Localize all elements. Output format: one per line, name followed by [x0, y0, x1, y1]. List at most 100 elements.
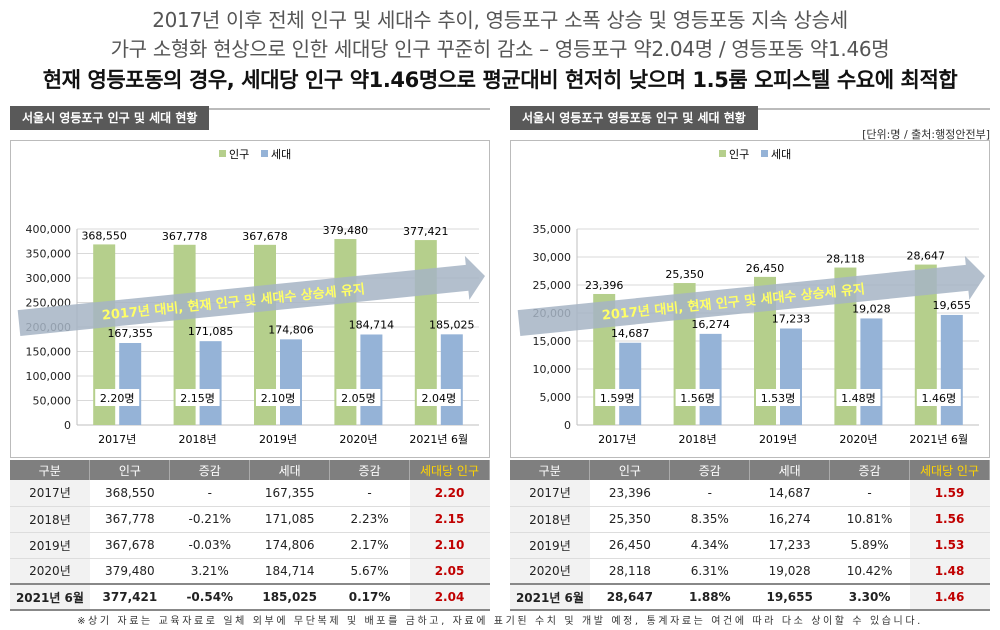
table-cell: 17,233: [749, 532, 830, 559]
bar-households: [780, 328, 802, 425]
bar-households: [440, 334, 463, 425]
table-cell: 367,778: [89, 506, 170, 533]
table-cell: 2018년: [10, 506, 90, 533]
table-cell: 2021년 6월: [510, 583, 590, 611]
data-label-population: 23,396: [585, 279, 624, 292]
table-cell: 6.31%: [669, 558, 750, 585]
y-tick-label: 5,000: [540, 391, 572, 404]
table-cell: -: [829, 480, 910, 507]
legend-swatch-population: [719, 150, 726, 157]
x-tick-label: 2020년: [339, 433, 377, 446]
per-household-cell: 1.46: [909, 583, 990, 611]
table-cell: 28,118: [589, 558, 670, 585]
per-household-cell: 1.59: [909, 480, 990, 507]
table-cell: 2020년: [10, 558, 90, 585]
table-cell: -: [169, 480, 250, 507]
table-cell: 28,647: [589, 583, 670, 611]
disclaimer-footer: ※상기 자료는 교육자료로 일체 외부에 무단복제 및 배포를 금하고, 자료에…: [77, 616, 923, 627]
x-tick-label: 2021년 6월: [909, 433, 968, 446]
data-label-households: 14,687: [611, 327, 650, 340]
table-row: 2019년 367,678 -0.03% 174,806 2.17% 2.10: [10, 532, 490, 559]
table-cell: 185,025: [249, 583, 330, 611]
per-household-cell: 1.56: [909, 506, 990, 533]
unit-source-note: [단위:명 / 출처:행정안전부]: [862, 128, 990, 141]
data-label-households: 19,028: [852, 302, 891, 315]
table-cell: 174,806: [249, 532, 330, 559]
table-header-cell: 세대: [249, 460, 331, 480]
x-tick-label: 2019년: [259, 433, 297, 446]
table-cell: 2.23%: [329, 506, 410, 533]
table-header-cell: 증감: [329, 460, 411, 480]
population-household-chart-gu: 050,000100,000150,000200,000250,000300,0…: [17, 148, 485, 446]
table-cell: 4.34%: [669, 532, 750, 559]
per-household-label: 1.46명: [921, 392, 956, 405]
data-label-population: 377,421: [403, 225, 449, 238]
table-header-cell: 인구: [589, 460, 671, 480]
table-cell: -0.03%: [169, 532, 250, 559]
data-label-households: 185,025: [429, 318, 475, 331]
bar-population: [754, 276, 776, 425]
data-label-population: 25,350: [665, 268, 704, 281]
x-tick-label: 2018년: [679, 433, 717, 446]
trend-arrow-shape: [17, 255, 485, 337]
bar-population: [834, 267, 857, 425]
per-household-box: [95, 389, 140, 406]
stats-table-dong: 구분 인구 증감 세대 증감 세대당 인구 2017년 23,396-14,687-1.59 2…: [510, 460, 990, 611]
bar-households: [199, 341, 222, 425]
data-label-households: 19,655: [933, 299, 972, 312]
table-row: 2017년 368,550-167,355-2.20: [10, 480, 490, 507]
y-tick-label: 15,000: [533, 335, 572, 348]
table-cell: 3.30%: [829, 583, 910, 611]
x-tick-label: 2020년: [839, 433, 877, 446]
table-cell: 379,480: [89, 558, 170, 585]
table-header-cell: 구분: [10, 460, 91, 480]
x-tick-label: 2021년 6월: [409, 433, 468, 446]
bar-households: [699, 333, 722, 425]
table-cell: 1.88%: [669, 583, 750, 611]
bar-population: [93, 244, 116, 425]
data-label-households: 171,085: [188, 325, 234, 338]
data-label-population: 367,778: [162, 230, 208, 243]
panel-yeongdeungpo-dong: 서울시 영등포구 영등포동 인구 및 세대 현황 [단위:명 / 출처:행정안전…: [510, 96, 990, 614]
per-household-label: 1.53명: [761, 392, 796, 405]
table-cell: -0.54%: [169, 583, 250, 611]
table-cell: 16,274: [749, 506, 830, 533]
table-cell: 171,085: [249, 506, 330, 533]
data-label-households: 16,274: [691, 318, 730, 331]
y-tick-label: 0: [64, 419, 71, 432]
data-label-population: 28,647: [907, 250, 946, 263]
table-cell: 167,355: [249, 480, 330, 507]
table-row: 2019년 26,450 4.34% 17,233 5.89% 1.53: [510, 532, 990, 559]
y-tick-label: 25,000: [533, 279, 572, 292]
table-cell: 3.21%: [169, 558, 250, 585]
bar-households: [280, 339, 302, 425]
bar-population: [914, 264, 937, 425]
y-tick-label: 150,000: [26, 346, 72, 359]
headline-line-1: 2017년 이후 전체 인구 및 세대수 추이, 영등포구 소폭 상승 및 영등…: [152, 8, 848, 32]
table-cell: 5.67%: [329, 558, 410, 585]
panel-title: 서울시 영등포구 영등포동 인구 및 세대 현황: [510, 106, 758, 130]
legend-swatch-households: [261, 150, 268, 157]
panel-divider: [10, 108, 490, 110]
trend-arrow: [17, 255, 485, 337]
bar-households: [619, 342, 642, 425]
headline-line-3: 현재 영등포동의 경우, 세대당 인구 약1.46명으로 평균대비 현저히 낮으…: [42, 68, 958, 92]
chart-container: 05,00010,00015,00020,00025,00030,00035,0…: [510, 140, 990, 458]
data-label-population: 26,450: [746, 262, 785, 275]
per-household-box: [836, 389, 881, 406]
per-household-cell: 2.04: [409, 583, 490, 611]
per-household-label: 2.05명: [341, 392, 376, 405]
data-label-population: 367,678: [242, 230, 288, 243]
table-header-cell: 구분: [510, 460, 591, 480]
y-tick-label: 350,000: [26, 248, 72, 261]
table-cell: 23,396: [589, 480, 670, 507]
per-household-label: 2.20명: [100, 392, 135, 405]
table-cell: 19,028: [749, 558, 830, 585]
y-tick-label: 0: [564, 419, 571, 432]
table-header-row: 구분 인구 증감 세대 증감 세대당 인구: [10, 460, 490, 480]
panel-yeongdeungpo-gu: 서울시 영등포구 인구 및 세대 현황 0 50,000 100,000 150,00…: [10, 96, 490, 614]
chart-container: 050,000100,000150,000200,000250,000300,0…: [10, 140, 490, 458]
x-tick-label: 2018년: [179, 433, 217, 446]
legend-label-households: 세대: [271, 148, 291, 161]
per-household-label: 2.10명: [261, 392, 296, 405]
